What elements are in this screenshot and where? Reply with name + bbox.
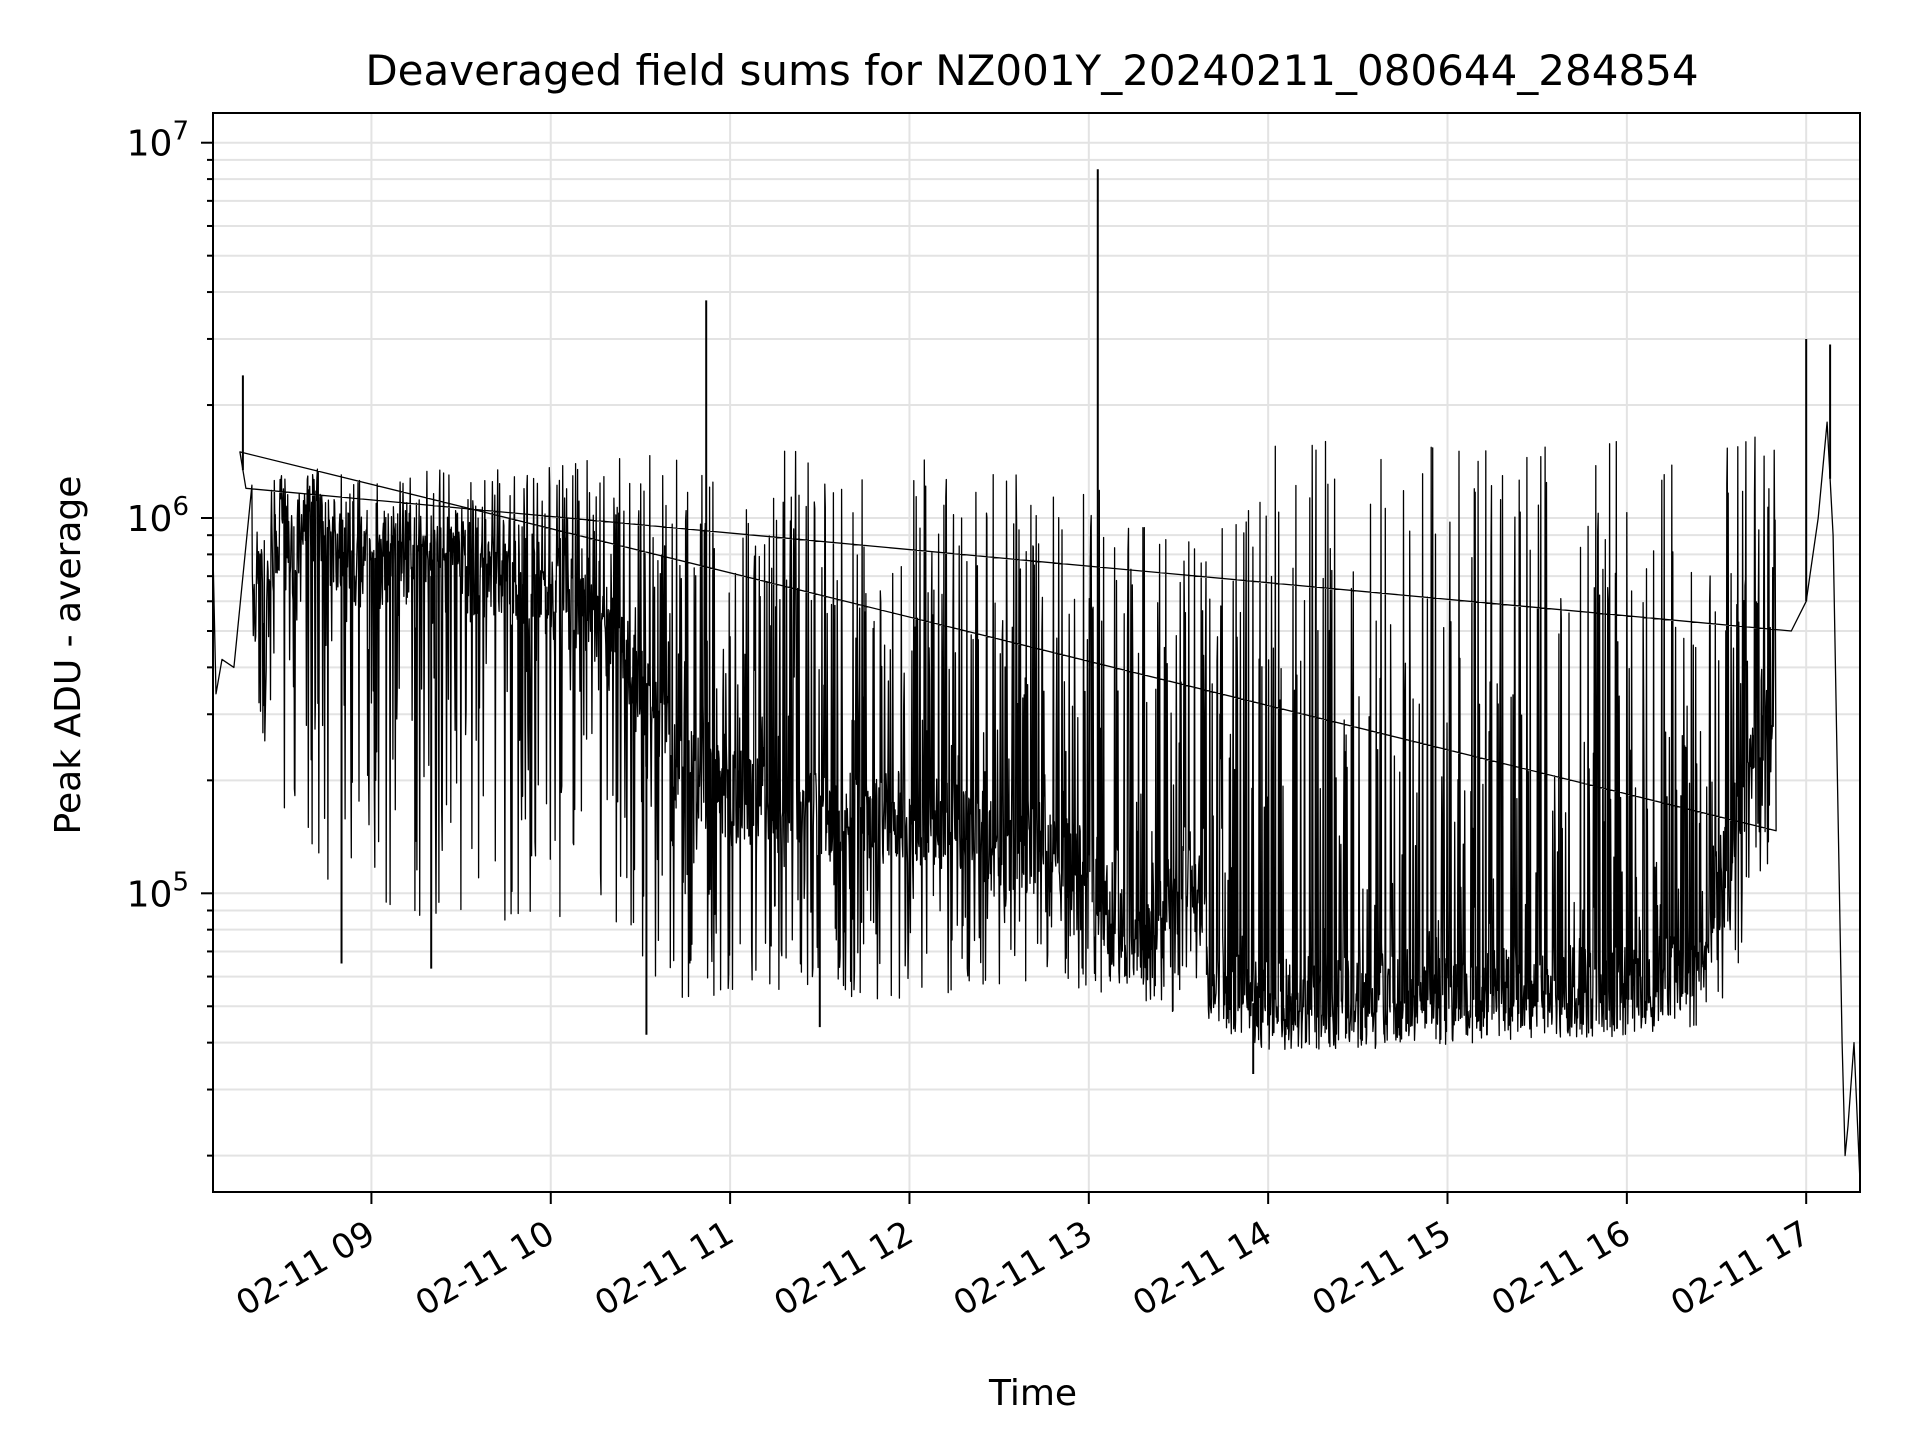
plot-frame [212,112,1861,1193]
data-series [213,169,1860,1183]
y-tick-label: 105 [127,867,189,915]
y-tick-label: 106 [127,492,189,540]
y-tick-label: 107 [127,117,189,165]
trace-group [213,169,1860,1183]
y-axis-label: Peak ADU - average [48,476,89,835]
chart-title: Deaveraged field sums for NZ001Y_2024021… [365,46,1698,95]
x-axis-label: Time [988,1373,1077,1414]
series-line [213,421,1860,1183]
